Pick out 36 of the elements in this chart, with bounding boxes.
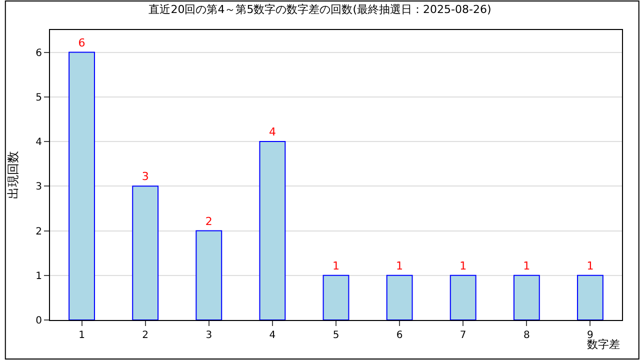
data-label: 1 [523,259,530,272]
x-tick-label: 1 [78,330,85,341]
bar [450,274,476,320]
y-axis-title: 出現回数 [6,151,20,199]
x-tick-label: 5 [332,330,340,341]
data-label: 2 [205,214,212,228]
x-tick-label: 8 [523,330,530,341]
bar [132,186,159,320]
chart-title: 直近20回の第4～第5数字の数字差の回数(最終抽選日：2025-08-26) [148,3,492,16]
y-tick-label: 2 [36,226,42,238]
bar [322,274,350,320]
x-tick-label: 4 [269,330,276,341]
x-axis-title: 数字差 [587,338,620,351]
x-tick-label: 7 [460,330,466,341]
data-label: 4 [268,126,276,139]
bar [196,230,222,320]
y-tick-label: 1 [36,270,42,282]
data-label: 3 [142,170,149,184]
x-tick-label: 3 [206,330,212,341]
bar [68,52,95,320]
bar [577,274,604,320]
data-label: 1 [396,259,404,272]
y-tick-label: 5 [36,92,42,104]
data-label: 1 [586,259,594,272]
y-tick-label: 6 [36,48,42,59]
data-label: 6 [78,36,86,50]
x-tick-label: 6 [396,330,403,341]
x-tick-label: 2 [142,330,149,341]
data-label: 1 [460,259,467,272]
y-tick-label: 0 [36,316,42,326]
y-tick-label: 3 [36,182,42,193]
y-tick-label: 4 [36,137,42,148]
bar [386,274,413,320]
bar [513,274,540,320]
bar [259,141,286,320]
data-label: 1 [332,259,340,272]
